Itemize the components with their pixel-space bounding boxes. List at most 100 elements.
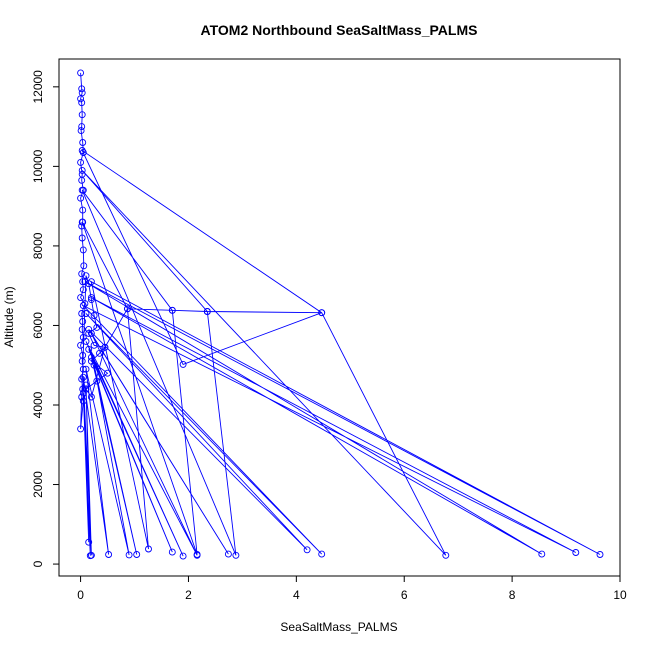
chart-title: ATOM2 Northbound SeaSaltMass_PALMS	[201, 22, 478, 38]
y-tick-label: 12000	[31, 70, 45, 104]
data-point	[78, 234, 86, 242]
data-point	[105, 551, 113, 558]
data-point	[78, 357, 86, 365]
x-axis: 0 2 4 6 8 10	[77, 575, 627, 602]
x-tick-label: 4	[293, 588, 300, 602]
y-tick-label: 6000	[31, 312, 45, 339]
data-point	[224, 550, 232, 558]
data-point	[77, 127, 85, 135]
data-point	[79, 389, 87, 397]
data-point	[85, 538, 93, 546]
y-tick-label: 8000	[31, 232, 45, 259]
series-line	[80, 72, 601, 557]
data-point	[232, 551, 240, 559]
data-point	[79, 246, 87, 254]
plot-frame	[58, 58, 621, 577]
data-point	[78, 111, 86, 119]
series-layer	[77, 69, 604, 560]
y-axis-label: Altitude (m)	[2, 286, 16, 347]
data-point	[93, 323, 101, 331]
data-point	[77, 341, 85, 349]
data-point	[179, 552, 187, 560]
x-tick-label: 0	[77, 588, 84, 602]
data-point	[87, 278, 95, 286]
data-point	[96, 349, 103, 357]
data-point	[78, 85, 86, 93]
data-point	[78, 310, 86, 317]
y-axis: 0 2000 4000 6000 8000 10000 12000	[31, 70, 60, 567]
data-point	[90, 361, 98, 369]
x-tick-label: 10	[613, 588, 627, 602]
data-point	[168, 548, 176, 556]
data-point	[78, 147, 86, 154]
data-point	[87, 393, 95, 401]
data-point	[78, 166, 86, 174]
data-point	[78, 218, 86, 226]
data-point	[82, 337, 90, 345]
data-point	[79, 139, 87, 146]
data-point	[79, 206, 87, 214]
data-point	[87, 296, 95, 304]
data-point	[78, 393, 86, 401]
data-point	[81, 278, 89, 286]
data-point	[90, 341, 98, 349]
data-point	[82, 381, 90, 389]
data-point	[78, 186, 86, 194]
data-point	[78, 176, 86, 184]
data-point	[104, 369, 111, 377]
data-point	[85, 345, 93, 353]
data-point	[87, 294, 95, 302]
data-point	[77, 425, 85, 433]
x-tick-label: 6	[401, 588, 408, 602]
x-tick-label: 8	[509, 588, 516, 602]
data-point	[538, 550, 546, 558]
data-point	[78, 270, 86, 278]
data-point	[77, 158, 85, 166]
data-point	[77, 194, 85, 202]
data-point	[82, 365, 90, 373]
data-point	[318, 309, 326, 317]
data-point	[303, 546, 311, 554]
data-point	[78, 325, 86, 333]
data-point	[81, 300, 89, 308]
data-point	[203, 308, 211, 315]
data-point	[124, 305, 131, 313]
data-point	[79, 302, 87, 310]
y-tick-label: 0	[31, 560, 45, 567]
y-tick-label: 4000	[31, 391, 45, 418]
data-point	[79, 397, 87, 405]
data-point	[133, 551, 141, 558]
x-axis-label: SeaSaltMass_PALMS	[280, 620, 397, 634]
data-point	[318, 550, 326, 558]
data-point	[78, 222, 86, 230]
data-point	[101, 343, 109, 351]
data-point	[79, 365, 87, 373]
data-point	[442, 551, 450, 559]
data-point	[86, 552, 94, 560]
x-tick-label: 2	[185, 588, 192, 602]
data-point	[79, 318, 87, 325]
data-point	[145, 545, 152, 553]
data-point	[596, 551, 604, 558]
data-point	[80, 262, 88, 270]
y-tick-label: 2000	[31, 471, 45, 498]
data-point	[78, 123, 86, 131]
data-point	[79, 278, 87, 286]
data-point	[85, 329, 93, 337]
data-point	[87, 329, 95, 337]
data-point	[179, 360, 187, 368]
data-point	[90, 312, 98, 319]
y-tick-label: 10000	[31, 149, 45, 183]
data-point	[125, 551, 133, 559]
data-point	[79, 286, 87, 294]
data-point	[79, 373, 87, 381]
data-point	[572, 549, 580, 556]
data-point	[77, 294, 85, 302]
data-point	[78, 375, 86, 383]
data-point	[77, 95, 85, 103]
data-point	[78, 99, 86, 107]
data-point	[87, 353, 95, 361]
data-point	[77, 69, 85, 77]
data-point	[93, 377, 101, 385]
